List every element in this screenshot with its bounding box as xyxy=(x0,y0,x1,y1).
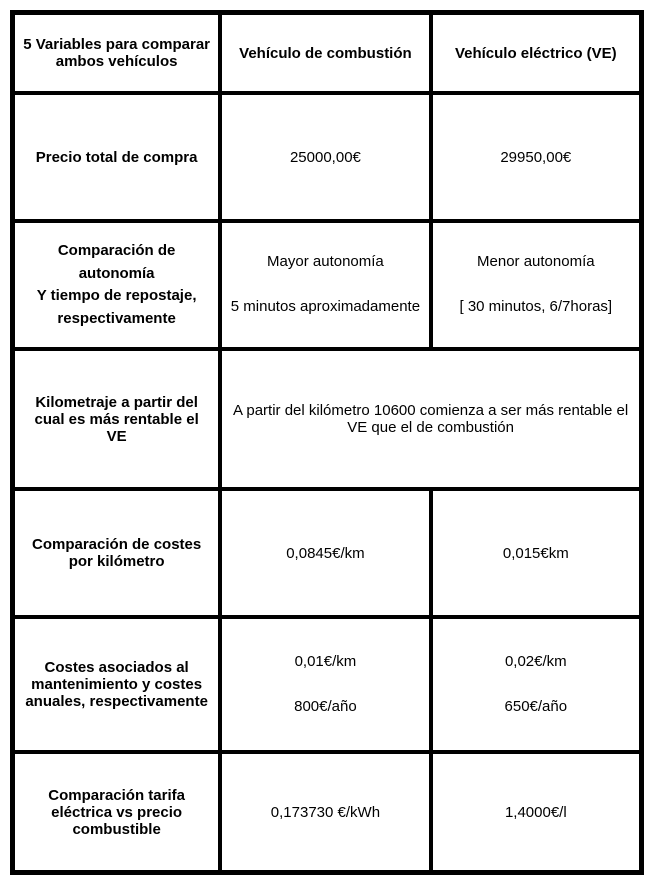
maintenance-electric: 0,02€/km 650€/año xyxy=(431,617,641,752)
row-maintenance: Costes asociados al mantenimiento y cost… xyxy=(13,617,641,752)
maintenance-combustion-line2: 800€/año xyxy=(294,698,357,715)
label-price: Precio total de compra xyxy=(13,93,220,221)
autonomy-electric-line1: Menor autonomía xyxy=(477,253,595,270)
table-header-row: 5 Variables para comparar ambos vehículo… xyxy=(13,13,641,93)
header-electric: Vehículo eléctrico (VE) xyxy=(431,13,641,93)
header-variables: 5 Variables para comparar ambos vehículo… xyxy=(13,13,220,93)
autonomy-label-line1: Comparación de autonomía xyxy=(58,242,176,282)
cost-per-km-electric: 0,015€km xyxy=(431,489,641,617)
autonomy-combustion-line1: Mayor autonomía xyxy=(267,253,384,270)
tariff-combustion: 0,173730 €/kWh xyxy=(220,752,430,872)
row-mileage: Kilometraje a partir del cual es más ren… xyxy=(13,349,641,489)
row-cost-per-km: Comparación de costes por kilómetro 0,08… xyxy=(13,489,641,617)
maintenance-electric-line2: 650€/año xyxy=(505,698,568,715)
vehicle-comparison-table: 5 Variables para comparar ambos vehículo… xyxy=(10,10,644,875)
autonomy-electric-line2: [ 30 minutos, 6/7horas] xyxy=(460,298,613,315)
label-tariff: Comparación tarifa eléctrica vs precio c… xyxy=(13,752,220,872)
autonomy-electric: Menor autonomía [ 30 minutos, 6/7horas] xyxy=(431,221,641,349)
autonomy-combustion-line2: 5 minutos aproximadamente xyxy=(231,298,420,315)
price-combustion: 25000,00€ xyxy=(220,93,430,221)
row-tariff: Comparación tarifa eléctrica vs precio c… xyxy=(13,752,641,872)
maintenance-combustion: 0,01€/km 800€/año xyxy=(220,617,430,752)
cost-per-km-combustion: 0,0845€/km xyxy=(220,489,430,617)
label-autonomy: Comparación de autonomía Y tiempo de rep… xyxy=(13,221,220,349)
label-maintenance: Costes asociados al mantenimiento y cost… xyxy=(13,617,220,752)
autonomy-label-line2: Y tiempo de repostaje, respectivamente xyxy=(37,287,197,327)
row-price: Precio total de compra 25000,00€ 29950,0… xyxy=(13,93,641,221)
label-mileage: Kilometraje a partir del cual es más ren… xyxy=(13,349,220,489)
maintenance-electric-line1: 0,02€/km xyxy=(505,653,567,670)
row-autonomy: Comparación de autonomía Y tiempo de rep… xyxy=(13,221,641,349)
label-cost-per-km: Comparación de costes por kilómetro xyxy=(13,489,220,617)
header-combustion: Vehículo de combustión xyxy=(220,13,430,93)
maintenance-combustion-line1: 0,01€/km xyxy=(295,653,357,670)
price-electric: 29950,00€ xyxy=(431,93,641,221)
autonomy-combustion: Mayor autonomía 5 minutos aproximadament… xyxy=(220,221,430,349)
tariff-electric: 1,4000€/l xyxy=(431,752,641,872)
mileage-spanned: A partir del kilómetro 10600 comienza a … xyxy=(220,349,641,489)
